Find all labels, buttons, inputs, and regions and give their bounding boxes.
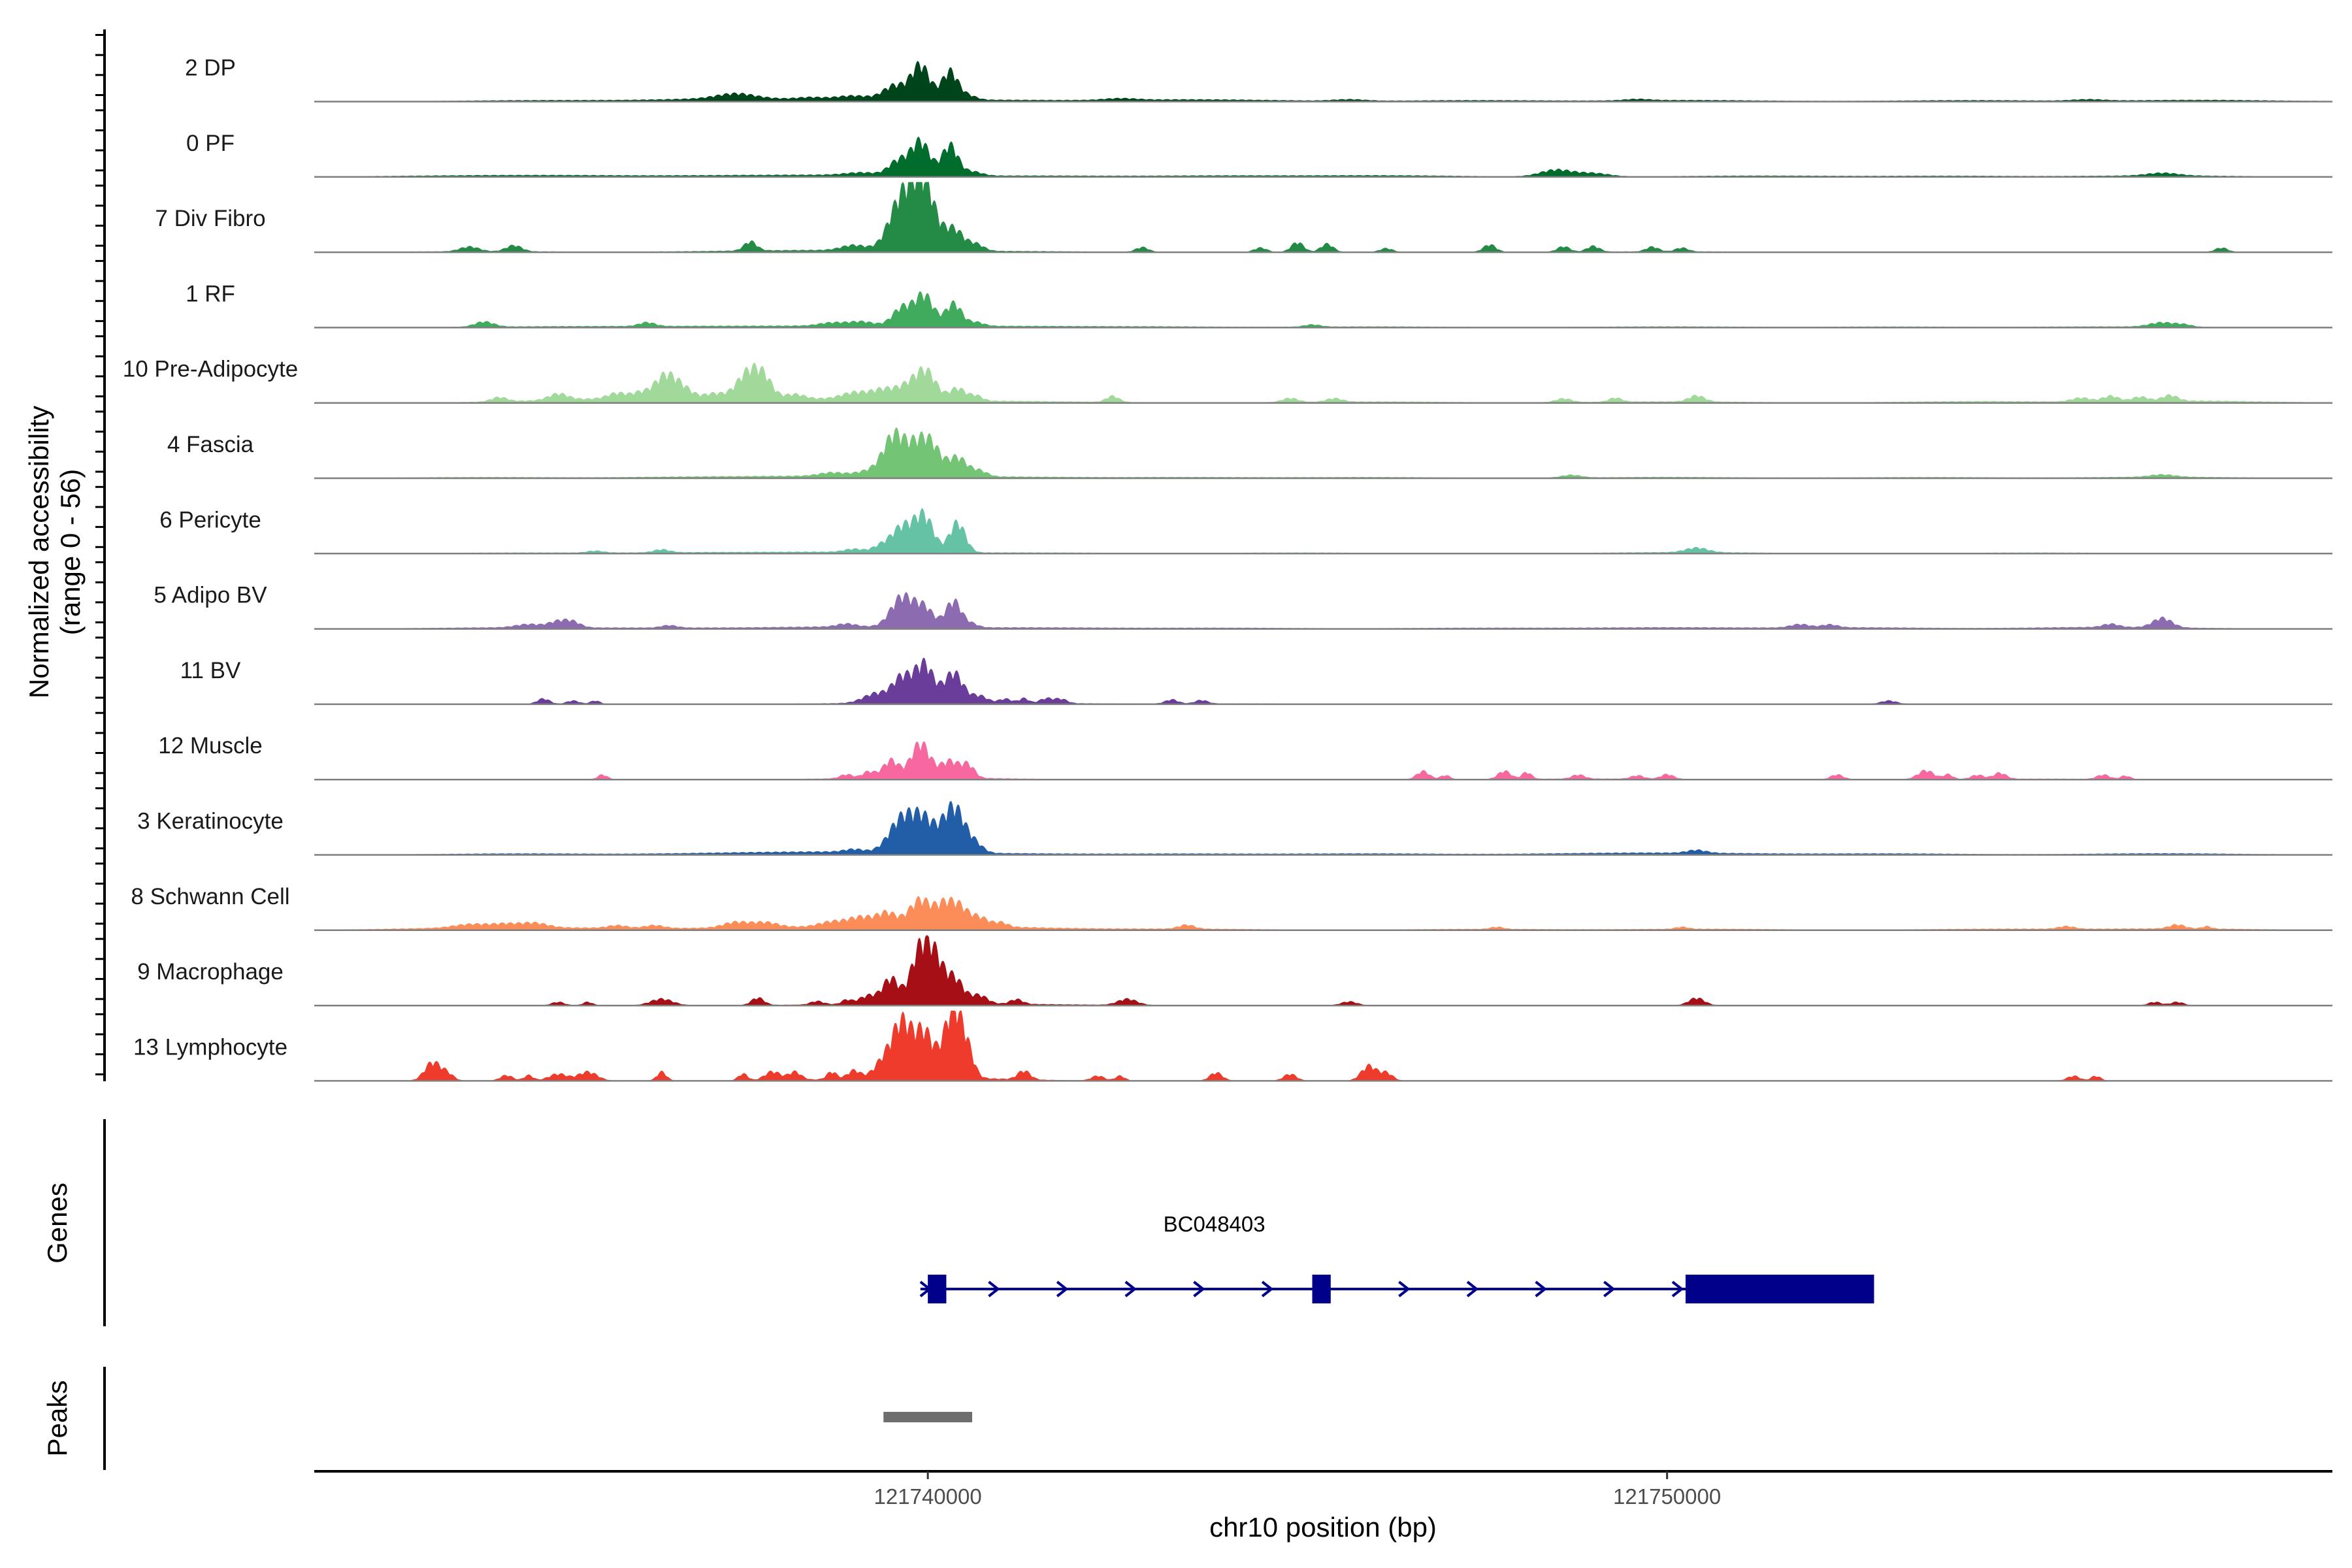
genes-panel-label: Genes: [42, 1183, 73, 1264]
track-7-div-fibro: 7 Div Fibro: [155, 182, 2332, 253]
coverage-area-11-bv: [314, 657, 2332, 705]
strand-arrow: [1466, 1281, 1479, 1298]
track-label: 9 Macrophage: [137, 959, 284, 985]
track-5-adipo-bv: 5 Adipo BV: [154, 583, 2332, 630]
strand-arrow: [1535, 1281, 1547, 1298]
coverage-area-12-muscle: [314, 741, 2332, 780]
x-ticks: 121740000 121750000: [874, 1471, 1721, 1509]
gene-exon: [928, 1275, 947, 1303]
track-label: 6 Pericyte: [159, 507, 261, 532]
x-axis: 121740000 121750000 chr10 position (bp): [314, 1470, 2332, 1543]
gene-name-label: BC048403: [1164, 1212, 1266, 1236]
coverage-area-10-pre-adipocyte: [314, 363, 2332, 404]
track-label: 2 DP: [185, 56, 236, 81]
gene-exon: [1685, 1275, 1874, 1303]
strand-arrow: [1124, 1281, 1137, 1298]
coverage-area-5-adipo-bv: [314, 591, 2332, 630]
track-10-pre-adipocyte: 10 Pre-Adipocyte: [123, 357, 2332, 404]
coverage-area-2-dp: [314, 61, 2332, 103]
track-label: 7 Div Fibro: [155, 206, 265, 231]
coverage-tracks: 2 DP 0 PF 7 Div Fibro 1 RF 10 Pre-Adipocyte 4…: [123, 56, 2332, 1082]
track-label: 10 Pre-Adipocyte: [123, 357, 298, 382]
coverage-area-1-rf: [314, 291, 2332, 328]
peaks-panel: Peaks: [42, 1367, 973, 1470]
coverage-area-4-fascia: [314, 427, 2332, 479]
strand-arrow: [1056, 1281, 1069, 1298]
strand-arrow: [1671, 1281, 1684, 1298]
gene-exon: [1312, 1275, 1331, 1303]
strand-arrow: [988, 1281, 1000, 1298]
track-9-macrophage: 9 Macrophage: [137, 935, 2332, 1007]
coverage-area-6-pericyte: [314, 508, 2332, 554]
peaks-panel-label: Peaks: [42, 1380, 73, 1457]
track-label: 1 RF: [186, 281, 235, 306]
strand-arrow: [1261, 1281, 1274, 1298]
track-4-fascia: 4 Fascia: [167, 427, 2332, 480]
track-6-pericyte: 6 Pericyte: [159, 507, 2332, 555]
gene-models: BC048403: [919, 1212, 1874, 1303]
track-label: 11 BV: [180, 658, 241, 683]
track-label: 5 Adipo BV: [154, 583, 267, 608]
strand-arrow: [1398, 1281, 1411, 1298]
y-axis: [95, 29, 106, 1081]
x-axis-title: chr10 position (bp): [1209, 1512, 1437, 1543]
track-11-bv: 11 BV: [180, 657, 2332, 706]
track-8-schwann-cell: 8 Schwann Cell: [131, 884, 2332, 932]
coverage-area-0-pf: [314, 136, 2332, 178]
strand-arrow: [1603, 1281, 1616, 1298]
y-axis-title: Normalized accessibility: [24, 406, 54, 698]
track-2-dp: 2 DP: [185, 56, 2332, 103]
track-label: 8 Schwann Cell: [131, 884, 289, 909]
y-axis-range: (range 0 - 56): [55, 469, 86, 635]
track-13-lymphocyte: 13 Lymphocyte: [133, 1010, 2332, 1082]
track-label: 3 Keratinocyte: [137, 809, 284, 834]
peak-bars: [883, 1412, 973, 1422]
coverage-area-3-keratinocyte: [314, 800, 2332, 856]
x-tick-label: 121750000: [1613, 1484, 1721, 1509]
coverage-area-7-div-fibro: [314, 182, 2332, 253]
track-3-keratinocyte: 3 Keratinocyte: [137, 800, 2332, 856]
strand-arrow: [1193, 1281, 1205, 1298]
track-label: 4 Fascia: [167, 432, 254, 457]
track-label: 13 Lymphocyte: [133, 1034, 287, 1060]
peak-region: [883, 1412, 973, 1422]
genes-panel: Genes BC048403: [42, 1119, 1874, 1326]
coverage-area-8-schwann-cell: [314, 896, 2332, 931]
x-tick-label: 121740000: [874, 1484, 982, 1509]
coverage-area-13-lymphocyte: [314, 1010, 2332, 1081]
coverage-area-9-macrophage: [314, 935, 2332, 1006]
track-12-muscle: 12 Muscle: [158, 733, 2332, 781]
track-1-rf: 1 RF: [186, 281, 2332, 329]
track-0-pf: 0 PF: [186, 131, 2332, 178]
track-label: 0 PF: [186, 131, 235, 156]
track-label: 12 Muscle: [158, 733, 263, 759]
